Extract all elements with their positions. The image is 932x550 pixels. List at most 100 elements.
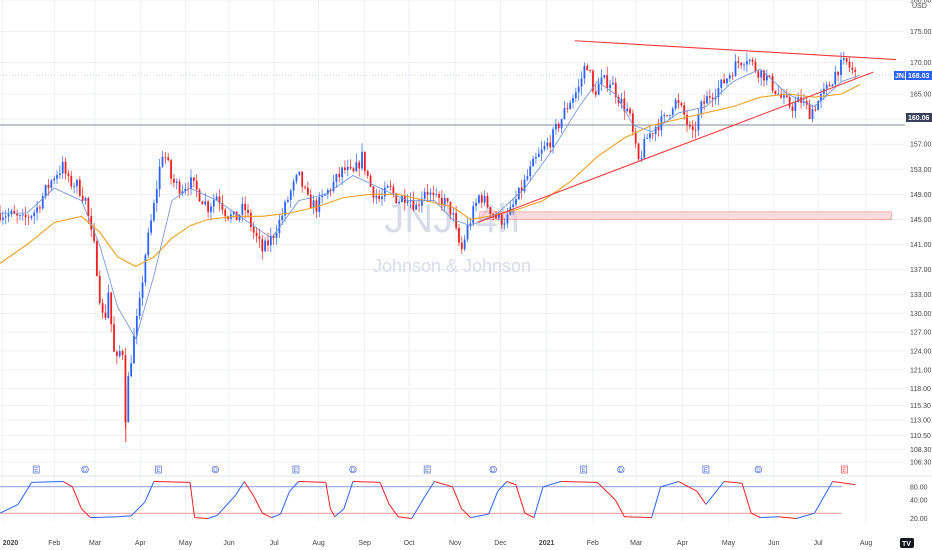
trendlines[interactable] [477, 40, 896, 224]
candle [577, 78, 580, 101]
candle [677, 93, 680, 110]
candle-body [512, 204, 515, 208]
oscillator-segment [705, 481, 725, 505]
tradingview-logo[interactable]: TV [900, 538, 914, 548]
oscillator-segment [90, 516, 118, 519]
candle-body [694, 129, 697, 131]
slow-moving-average [0, 84, 861, 268]
oscillator-segment [216, 495, 236, 516]
earnings-marker: E [702, 465, 710, 474]
candle-body [760, 70, 763, 78]
oscillator-segment [832, 481, 856, 486]
moving-averages [0, 68, 861, 340]
candle-body [574, 92, 577, 99]
candle [238, 214, 241, 223]
candle-body [158, 166, 161, 190]
event-marker-letter: D [213, 468, 218, 474]
candle [269, 227, 272, 253]
x-tick-label: Apr [135, 540, 147, 547]
y-tick-label: 127.00 [910, 330, 932, 337]
candle [312, 195, 315, 215]
candle-body [691, 126, 694, 130]
candle [728, 72, 731, 83]
candle-body [720, 79, 723, 88]
candle [358, 159, 361, 177]
oscillator-segment [0, 503, 19, 514]
candle [261, 234, 264, 260]
candle [586, 63, 589, 71]
candle [500, 212, 503, 229]
x-tick-label: Jul [814, 540, 823, 547]
candle-body [537, 153, 540, 157]
candle [218, 189, 221, 212]
last-price-tag: JNJ 168.03 [894, 71, 932, 80]
candle [483, 190, 486, 206]
oscillator-segment [329, 508, 336, 517]
oscillator-segment [252, 495, 263, 514]
candle-body [506, 214, 509, 224]
candle-body [837, 71, 840, 76]
candle [623, 90, 626, 120]
candle [774, 90, 777, 96]
candle [631, 109, 634, 136]
oscillator-segment [470, 513, 489, 519]
oscillator-segment [379, 482, 390, 505]
candle [96, 238, 98, 277]
candle-body [258, 236, 261, 240]
candle-body [190, 177, 192, 189]
descending-trendline [574, 40, 896, 61]
candle [349, 159, 352, 170]
candle-body [204, 201, 207, 205]
candle [318, 192, 321, 217]
earnings-marker: E [841, 465, 848, 474]
candle-body [341, 167, 343, 177]
candle [683, 101, 686, 120]
support-zone[interactable] [479, 211, 892, 220]
y-tick-label: 115.30 [910, 403, 931, 410]
candle [64, 157, 67, 180]
candle-body [535, 156, 537, 159]
candle-body [110, 292, 113, 325]
candle [21, 208, 24, 221]
candlestick-series [0, 51, 857, 442]
candle-body [594, 91, 597, 95]
candle-body [7, 214, 10, 217]
candle-body [663, 115, 666, 117]
candle-body [107, 292, 110, 318]
dividend-marker: D [617, 465, 625, 474]
earnings-marker: E [423, 465, 431, 474]
candle-body [592, 70, 594, 92]
candle [121, 349, 124, 360]
candle [155, 180, 158, 212]
oscillator-segment [280, 491, 291, 515]
candle [275, 225, 278, 245]
candle [600, 69, 603, 91]
candle [737, 56, 740, 69]
candle-body [4, 216, 7, 218]
time-axis[interactable]: 2020 Feb Mar Apr May Jun Jul Aug Sep Oct Nov Dec 202… [3, 540, 873, 547]
candle-body [281, 215, 284, 220]
horizontal-level-line[interactable] [0, 74, 905, 126]
oscillator-segment [398, 516, 412, 519]
oscillator-segment [31, 481, 64, 483]
y-tick-label: 121.00 [910, 367, 932, 374]
candle-body [141, 282, 144, 299]
candle-body [295, 174, 298, 182]
oscillator-segment [298, 481, 326, 483]
candle [472, 201, 475, 227]
candle [150, 214, 152, 236]
y-tick-label: 157.00 [910, 142, 932, 149]
candle-body [64, 161, 67, 174]
candle [295, 173, 298, 185]
x-tick-label: Oct [404, 540, 415, 547]
candle [281, 207, 284, 225]
candle-body [711, 97, 714, 99]
earnings-icon [292, 465, 300, 474]
price-axis[interactable]: USD 180.00175.00170.00165.00161.00157.00… [910, 0, 932, 467]
candle-body [58, 173, 61, 176]
candle [751, 57, 754, 66]
candle-body [378, 195, 381, 200]
candle-body [438, 194, 440, 198]
